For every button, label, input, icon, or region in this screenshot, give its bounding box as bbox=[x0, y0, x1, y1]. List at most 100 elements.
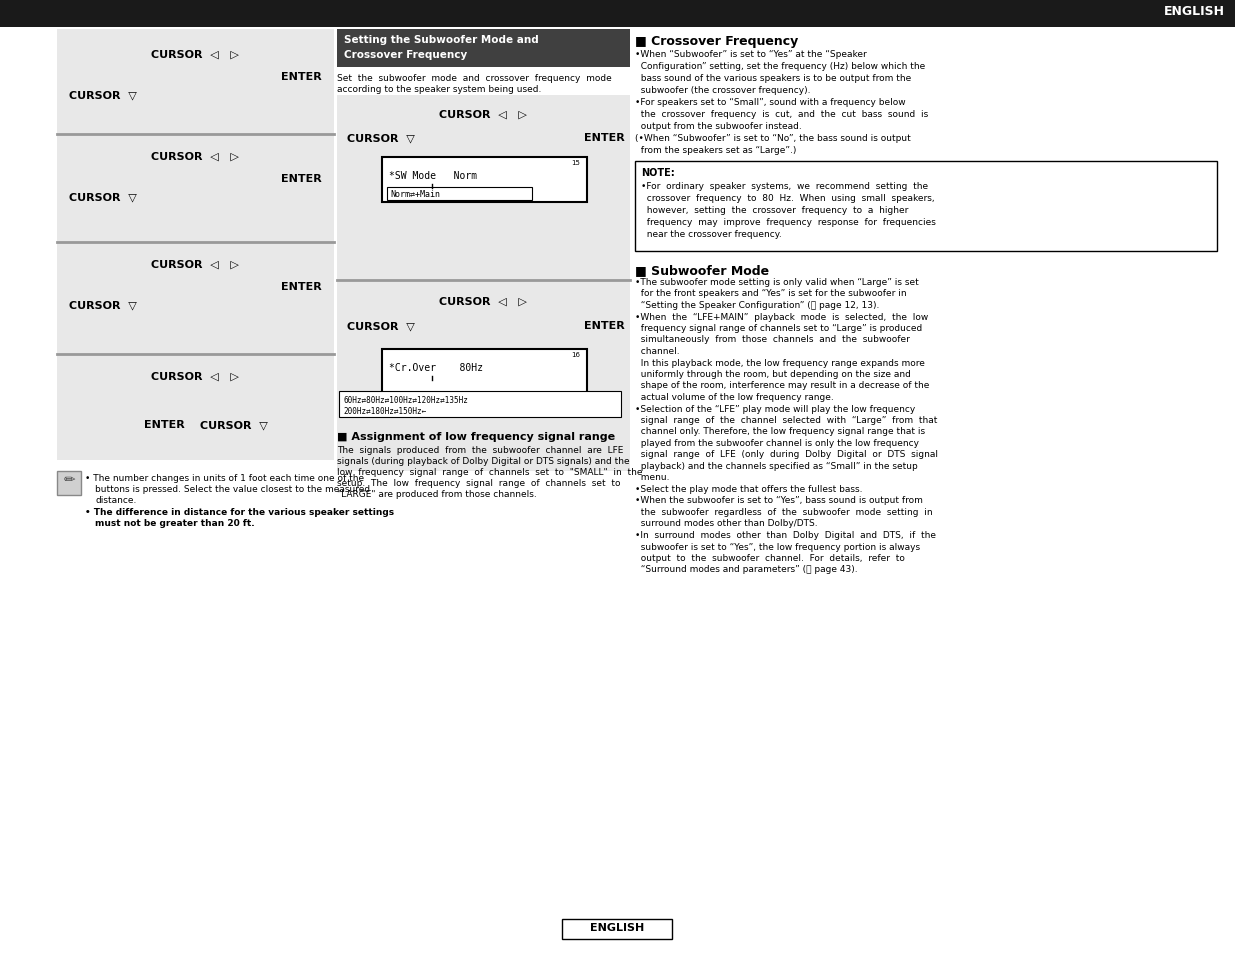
Text: channel.: channel. bbox=[635, 347, 679, 355]
Bar bbox=[387, 188, 532, 201]
Text: shape of the room, interference may result in a decrease of the: shape of the room, interference may resu… bbox=[635, 381, 930, 390]
Text: actual volume of the low frequency range.: actual volume of the low frequency range… bbox=[635, 393, 834, 401]
Text: ■ Assignment of low frequency signal range: ■ Assignment of low frequency signal ran… bbox=[337, 432, 615, 441]
Bar bbox=[338, 392, 621, 417]
Bar bbox=[57, 355, 333, 460]
Text: •When “Subwoofer” is set to “Yes” at the “Speaker: •When “Subwoofer” is set to “Yes” at the… bbox=[635, 50, 867, 59]
Text: Set  the  subwoofer  mode  and  crossover  frequency  mode: Set the subwoofer mode and crossover fre… bbox=[337, 74, 611, 83]
Text: the  crossover  frequency  is  cut,  and  the  cut  bass  sound  is: the crossover frequency is cut, and the … bbox=[635, 110, 929, 119]
Text: frequency  may  improve  frequency  response  for  frequencies: frequency may improve frequency response… bbox=[641, 218, 936, 227]
Text: bass sound of the various speakers is to be output from the: bass sound of the various speakers is to… bbox=[635, 74, 911, 83]
Bar bbox=[562, 919, 672, 939]
Text: subwoofer (the crossover frequency).: subwoofer (the crossover frequency). bbox=[635, 86, 810, 95]
Text: "LARGE" are produced from those channels.: "LARGE" are produced from those channels… bbox=[337, 490, 537, 498]
Text: simultaneously  from  those  channels  and  the  subwoofer: simultaneously from those channels and t… bbox=[635, 335, 910, 344]
Text: CURSOR  ▽: CURSOR ▽ bbox=[69, 192, 137, 202]
Text: •Selection of the “LFE” play mode will play the low frequency: •Selection of the “LFE” play mode will p… bbox=[635, 404, 915, 413]
Text: ■ Subwoofer Mode: ■ Subwoofer Mode bbox=[635, 264, 769, 276]
Text: channel only. Therefore, the low frequency signal range that is: channel only. Therefore, the low frequen… bbox=[635, 427, 925, 436]
Text: from the speakers set as “Large”.): from the speakers set as “Large”.) bbox=[635, 146, 797, 154]
Text: signals (during playback of Dolby Digital or DTS signals) and the: signals (during playback of Dolby Digita… bbox=[337, 456, 630, 465]
Text: •Select the play mode that offers the fullest bass.: •Select the play mode that offers the fu… bbox=[635, 484, 862, 494]
Text: CURSOR  ◁   ▷: CURSOR ◁ ▷ bbox=[440, 110, 527, 120]
Text: ■ Crossover Frequency: ■ Crossover Frequency bbox=[635, 35, 798, 48]
Text: •The subwoofer mode setting is only valid when “Large” is set: •The subwoofer mode setting is only vali… bbox=[635, 277, 919, 287]
Text: •In  surround  modes  other  than  Dolby  Digital  and  DTS,  if  the: •In surround modes other than Dolby Digi… bbox=[635, 531, 936, 539]
Text: Setting the Subwoofer Mode and: Setting the Subwoofer Mode and bbox=[345, 35, 538, 45]
Text: ENGLISH: ENGLISH bbox=[1165, 5, 1225, 18]
Bar bbox=[382, 158, 587, 203]
Text: for the front speakers and “Yes” is set for the subwoofer in: for the front speakers and “Yes” is set … bbox=[635, 289, 906, 298]
Text: *SW Mode   Norm: *SW Mode Norm bbox=[389, 171, 477, 181]
Text: surround modes other than Dolby/DTS.: surround modes other than Dolby/DTS. bbox=[635, 519, 818, 528]
Text: Configuration” setting, set the frequency (Hz) below which the: Configuration” setting, set the frequenc… bbox=[635, 62, 925, 71]
Text: near the crossover frequency.: near the crossover frequency. bbox=[641, 230, 782, 239]
Text: setup.  The  low  frequency  signal  range  of  channels  set  to: setup. The low frequency signal range of… bbox=[337, 478, 620, 488]
Text: 16: 16 bbox=[571, 352, 580, 357]
Text: crossover  frequency  to  80  Hz.  When  using  small  speakers,: crossover frequency to 80 Hz. When using… bbox=[641, 193, 935, 203]
Bar bbox=[635, 162, 1216, 252]
Text: CURSOR  ▽: CURSOR ▽ bbox=[200, 419, 268, 430]
Text: subwoofer is set to “Yes”, the low frequency portion is always: subwoofer is set to “Yes”, the low frequ… bbox=[635, 542, 920, 551]
Bar bbox=[337, 96, 630, 281]
Text: uniformly through the room, but depending on the size and: uniformly through the room, but dependin… bbox=[635, 370, 911, 378]
Text: CURSOR  ◁   ▷: CURSOR ◁ ▷ bbox=[151, 152, 238, 162]
Bar bbox=[337, 282, 630, 472]
Text: the  subwoofer  regardless  of  the  subwoofer  mode  setting  in: the subwoofer regardless of the subwoofe… bbox=[635, 507, 932, 517]
Text: buttons is pressed. Select the value closest to the measured: buttons is pressed. Select the value clo… bbox=[95, 484, 370, 494]
Text: menu.: menu. bbox=[635, 473, 669, 482]
Text: • The number changes in units of 1 foot each time one of the: • The number changes in units of 1 foot … bbox=[85, 474, 364, 482]
Bar bbox=[0, 0, 1235, 28]
Text: output  to  the  subwoofer  channel.  For  details,  refer  to: output to the subwoofer channel. For det… bbox=[635, 554, 905, 562]
Text: CURSOR  ◁   ▷: CURSOR ◁ ▷ bbox=[151, 50, 238, 60]
Text: must not be greater than 20 ft.: must not be greater than 20 ft. bbox=[95, 518, 254, 527]
Text: 15: 15 bbox=[571, 160, 580, 166]
Bar bbox=[337, 30, 630, 68]
Text: played from the subwoofer channel is only the low frequency: played from the subwoofer channel is onl… bbox=[635, 438, 919, 448]
Text: CURSOR  ◁   ▷: CURSOR ◁ ▷ bbox=[440, 296, 527, 307]
Text: output from the subwoofer instead.: output from the subwoofer instead. bbox=[635, 122, 802, 131]
Bar bbox=[57, 136, 333, 243]
Text: CURSOR  ▽: CURSOR ▽ bbox=[69, 90, 137, 100]
Text: The  signals  produced  from  the  subwoofer  channel  are  LFE: The signals produced from the subwoofer … bbox=[337, 446, 624, 455]
Text: CURSOR  ▽: CURSOR ▽ bbox=[69, 299, 137, 310]
Text: NOTE:: NOTE: bbox=[641, 168, 674, 178]
Text: ENTER: ENTER bbox=[144, 419, 185, 430]
Text: Crossover Frequency: Crossover Frequency bbox=[345, 50, 467, 60]
Text: CURSOR  ▽: CURSOR ▽ bbox=[347, 320, 415, 331]
Text: •When the subwoofer is set to “Yes”, bass sound is output from: •When the subwoofer is set to “Yes”, bas… bbox=[635, 496, 923, 505]
Text: • The difference in distance for the various speaker settings: • The difference in distance for the var… bbox=[85, 507, 394, 517]
Text: signal  range  of  the  channel  selected  with  “Large”  from  that: signal range of the channel selected wit… bbox=[635, 416, 937, 424]
Bar bbox=[57, 244, 333, 355]
Text: (•When “Subwoofer” is set to “No”, the bass sound is output: (•When “Subwoofer” is set to “No”, the b… bbox=[635, 133, 910, 143]
Text: frequency signal range of channels set to “Large” is produced: frequency signal range of channels set t… bbox=[635, 324, 923, 333]
Text: CURSOR  ▽: CURSOR ▽ bbox=[347, 132, 415, 143]
Text: “Setting the Speaker Configuration” (⤷ page 12, 13).: “Setting the Speaker Configuration” (⤷ p… bbox=[635, 301, 879, 310]
Text: 60Hz⇄80Hz⇄100Hz⇄120Hz⇄135Hz: 60Hz⇄80Hz⇄100Hz⇄120Hz⇄135Hz bbox=[343, 395, 468, 405]
Text: however,  setting  the  crossover  frequency  to  a  higher: however, setting the crossover frequency… bbox=[641, 206, 909, 214]
Text: •For  ordinary  speaker  systems,  we  recommend  setting  the: •For ordinary speaker systems, we recomm… bbox=[641, 182, 929, 191]
Text: ENTER: ENTER bbox=[584, 132, 625, 143]
Text: •For speakers set to “Small”, sound with a frequency below: •For speakers set to “Small”, sound with… bbox=[635, 98, 905, 107]
Text: ENTER: ENTER bbox=[282, 282, 322, 292]
Text: playback) and the channels specified as “Small” in the setup: playback) and the channels specified as … bbox=[635, 461, 918, 471]
Text: ✏: ✏ bbox=[63, 473, 75, 486]
Text: Norm⇄+Main: Norm⇄+Main bbox=[390, 190, 440, 199]
Text: ENTER: ENTER bbox=[282, 173, 322, 184]
Text: •When  the  “LFE+MAIN”  playback  mode  is  selected,  the  low: •When the “LFE+MAIN” playback mode is se… bbox=[635, 313, 929, 321]
Text: 200Hz⇄180Hz⇄150Hz←: 200Hz⇄180Hz⇄150Hz← bbox=[343, 407, 426, 416]
Text: distance.: distance. bbox=[95, 496, 136, 504]
Text: ENTER: ENTER bbox=[584, 320, 625, 331]
Text: low  frequency  signal  range  of  channels  set  to  "SMALL"  in  the: low frequency signal range of channels s… bbox=[337, 468, 642, 476]
Bar bbox=[57, 472, 82, 496]
Text: according to the speaker system being used.: according to the speaker system being us… bbox=[337, 85, 541, 94]
Text: In this playback mode, the low frequency range expands more: In this playback mode, the low frequency… bbox=[635, 358, 925, 367]
Text: signal  range  of  LFE  (only  during  Dolby  Digital  or  DTS  signal: signal range of LFE (only during Dolby D… bbox=[635, 450, 939, 459]
Text: CURSOR  ◁   ▷: CURSOR ◁ ▷ bbox=[151, 260, 238, 270]
Bar bbox=[57, 30, 333, 135]
Text: CURSOR  ◁   ▷: CURSOR ◁ ▷ bbox=[151, 372, 238, 381]
Text: *Cr.Over    80Hz: *Cr.Over 80Hz bbox=[389, 363, 483, 373]
Text: ENTER: ENTER bbox=[282, 71, 322, 82]
Text: “Surround modes and parameters” (⤷ page 43).: “Surround modes and parameters” (⤷ page … bbox=[635, 565, 857, 574]
Text: ENGLISH: ENGLISH bbox=[590, 923, 645, 932]
